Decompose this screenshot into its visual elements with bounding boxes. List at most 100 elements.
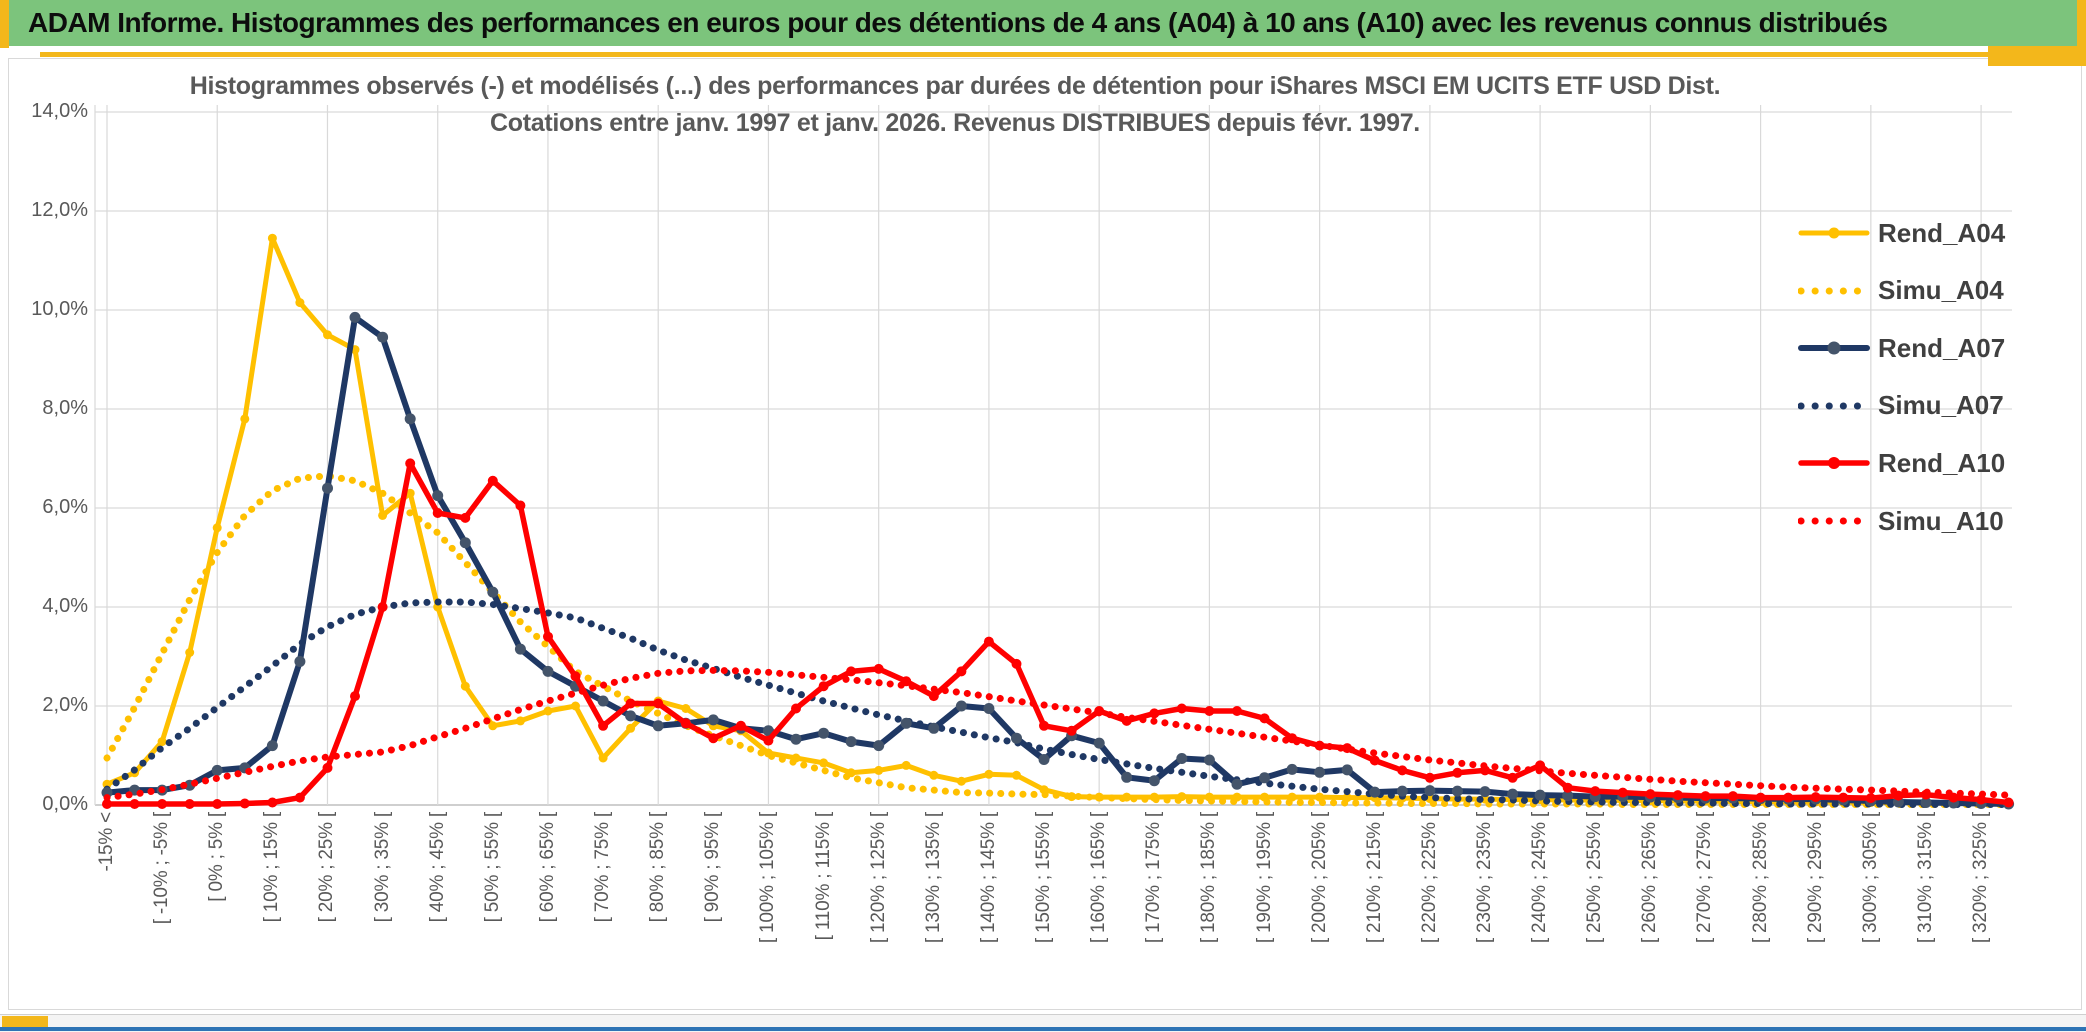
chart-title-line1: Histogrammes observés (-) et modélisés (… (189, 72, 1721, 100)
data-point (846, 768, 856, 778)
data-point (459, 537, 471, 549)
gold-border-left (0, 0, 9, 48)
data-point (680, 718, 691, 729)
series-rend_a10 (102, 458, 2014, 809)
data-point (350, 691, 360, 702)
data-point (928, 722, 940, 734)
series-simu_a04 (103, 472, 2013, 808)
x-tick-label: [ 230% ; 235% [ (1474, 812, 1495, 944)
data-point (211, 764, 223, 776)
data-point (653, 698, 664, 709)
data-point (1535, 760, 1546, 771)
data-point (625, 698, 636, 709)
x-tick-label: [ 250% ; 255% [ (1584, 812, 1606, 944)
x-tick-label: [ 140% ; 145% [ (977, 812, 999, 944)
data-point (2003, 797, 2014, 808)
data-point (102, 799, 112, 809)
data-point (1038, 754, 1050, 765)
data-point (1700, 791, 1711, 802)
data-point (625, 710, 637, 722)
data-point (184, 799, 195, 809)
bottom-blue-bar (0, 1027, 2086, 1031)
legend-line-icon (1798, 341, 1870, 355)
data-point (543, 706, 553, 716)
data-point (818, 681, 829, 692)
data-point (1424, 772, 1435, 783)
data-point (1480, 765, 1490, 776)
data-point (405, 488, 415, 498)
x-tick-label: [ 20% ; 25% [ (316, 812, 338, 923)
data-point (1976, 794, 1987, 805)
legend-item-rend_a07[interactable]: Rend_A07 (1798, 326, 2005, 370)
x-tick-label: [ 130% ; 135% [ (922, 812, 944, 944)
data-point (791, 753, 801, 763)
data-point (901, 760, 911, 770)
x-tick-label: [ 150% ; 155% [ (1033, 812, 1055, 944)
x-tick-label: [ 120% ; 125% [ (867, 812, 889, 944)
data-point (1838, 792, 1849, 803)
data-point (295, 298, 305, 308)
x-tick-label: [ 260% ; 265% [ (1639, 812, 1661, 944)
data-point (405, 458, 416, 469)
data-point (1893, 790, 1904, 801)
data-point (1479, 786, 1491, 798)
x-tick-label: [ 270% ; 275% [ (1694, 812, 1716, 944)
data-point (873, 663, 884, 674)
data-point (294, 656, 306, 667)
x-tick-label: [ 290% ; 295% [ (1804, 812, 1826, 944)
data-point (956, 776, 966, 786)
data-point (1315, 792, 1325, 802)
data-point (1012, 770, 1021, 780)
legend-item-rend_a04[interactable]: Rend_A04 (1798, 211, 2005, 255)
gold-border-right (2077, 0, 2086, 48)
data-point (294, 792, 305, 803)
legend-label: Rend_A07 (1878, 332, 2006, 363)
data-point (819, 758, 829, 768)
data-point (1341, 764, 1353, 776)
data-point (1260, 792, 1269, 802)
header-banner: ADAM Informe. Histogrammes des performan… (0, 0, 2086, 46)
x-tick-label: [ 80% ; 85% [ (647, 812, 669, 923)
legend-item-rend_a10[interactable]: Rend_A10 (1798, 441, 2005, 485)
gold-underline (40, 52, 1988, 57)
data-point (1645, 789, 1656, 800)
data-point (377, 602, 388, 612)
data-point (1093, 737, 1105, 749)
data-point (955, 700, 967, 712)
data-point (1232, 792, 1242, 802)
x-tick-label: [ 90% ; 95% [ (702, 812, 724, 923)
data-point (432, 508, 443, 518)
data-point (460, 681, 470, 691)
data-point (1231, 778, 1243, 790)
legend-item-simu_a04[interactable]: Simu_A04 (1798, 269, 2004, 313)
data-point (543, 631, 553, 642)
chart-area[interactable] (8, 58, 2082, 1010)
legend-label: Simu_A07 (1878, 390, 2004, 421)
x-tick-label: [ 40% ; 45% [ (426, 812, 448, 923)
data-point (1066, 725, 1077, 736)
data-point (1534, 789, 1546, 801)
data-point (956, 666, 967, 677)
series-simu_a10 (103, 666, 2013, 802)
data-point (791, 703, 801, 714)
data-point (487, 475, 498, 486)
data-point (1452, 767, 1463, 778)
y-tick-label: 0,0% (42, 793, 88, 815)
data-point (1369, 755, 1380, 766)
x-tick-label: [ -10% ; -5% [ (151, 812, 173, 925)
legend-item-simu_a07[interactable]: Simu_A07 (1798, 384, 2004, 428)
series-rend_a07 (101, 311, 2015, 810)
legend-item-simu_a10[interactable]: Simu_A10 (1798, 499, 2004, 543)
data-point (185, 648, 195, 657)
x-tick-label: [ 200% ; 205% [ (1308, 812, 1330, 944)
data-point (846, 666, 857, 677)
y-tick-label: 12,0% (31, 199, 88, 221)
data-point (240, 414, 250, 424)
data-point (1342, 743, 1353, 754)
data-point (1314, 766, 1326, 778)
data-point (571, 701, 580, 711)
data-point (818, 727, 830, 739)
data-point (267, 797, 278, 808)
x-tick-label: [ 110% ; 115% [ (812, 812, 834, 941)
